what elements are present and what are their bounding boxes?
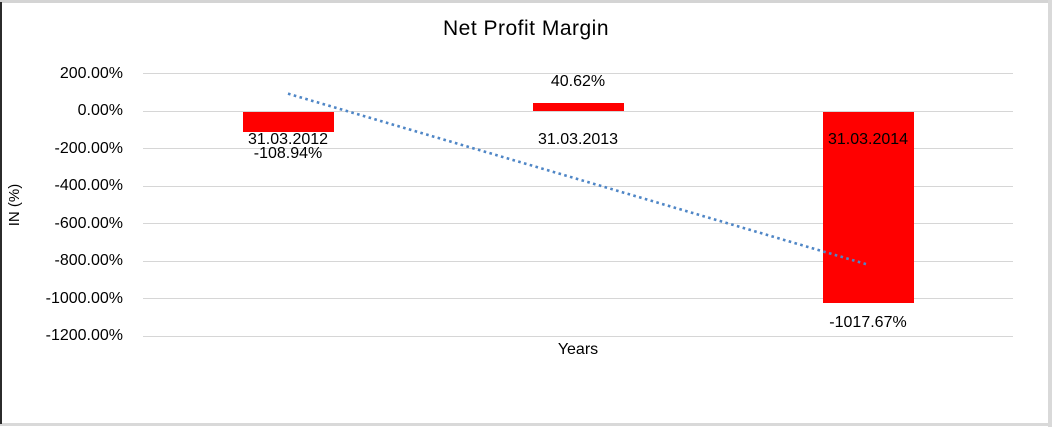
- frame-border-right: [1048, 0, 1052, 427]
- y-gridline: [143, 335, 1013, 337]
- category-label: 31.03.2014: [827, 131, 909, 148]
- value-label: -108.94%: [253, 145, 323, 162]
- y-tick-label: 200.00%: [59, 64, 123, 82]
- chart-title: Net Profit Margin: [442, 17, 610, 40]
- frame-border-left: [0, 2, 2, 424]
- frame-border-top: [0, 0, 1052, 3]
- y-gridline: [143, 298, 1013, 299]
- category-label: 31.03.2012: [247, 131, 329, 148]
- trendline: [287, 92, 867, 266]
- bar-31.03.2012: [242, 112, 334, 133]
- category-label: 31.03.2013: [537, 131, 619, 148]
- y-gridline: [143, 73, 1013, 74]
- y-tick-label: -600.00%: [54, 214, 124, 232]
- x-axis-title: Years: [557, 341, 599, 358]
- y-tick-label: -400.00%: [54, 177, 124, 194]
- y-tick-label: -200.00%: [54, 139, 124, 157]
- bar-31.03.2013: [532, 103, 624, 111]
- value-label: 40.62%: [550, 73, 606, 91]
- value-label: -1017.67%: [829, 313, 907, 331]
- y-tick-label: 0.00%: [77, 102, 123, 119]
- y-tick-label: -1000.00%: [45, 289, 123, 307]
- y-tick-label: -1200.00%: [45, 327, 123, 344]
- y-axis-title: IN (%): [6, 183, 23, 227]
- y-tick-label: -800.00%: [54, 252, 124, 269]
- frame-border-bottom: [0, 423, 1052, 426]
